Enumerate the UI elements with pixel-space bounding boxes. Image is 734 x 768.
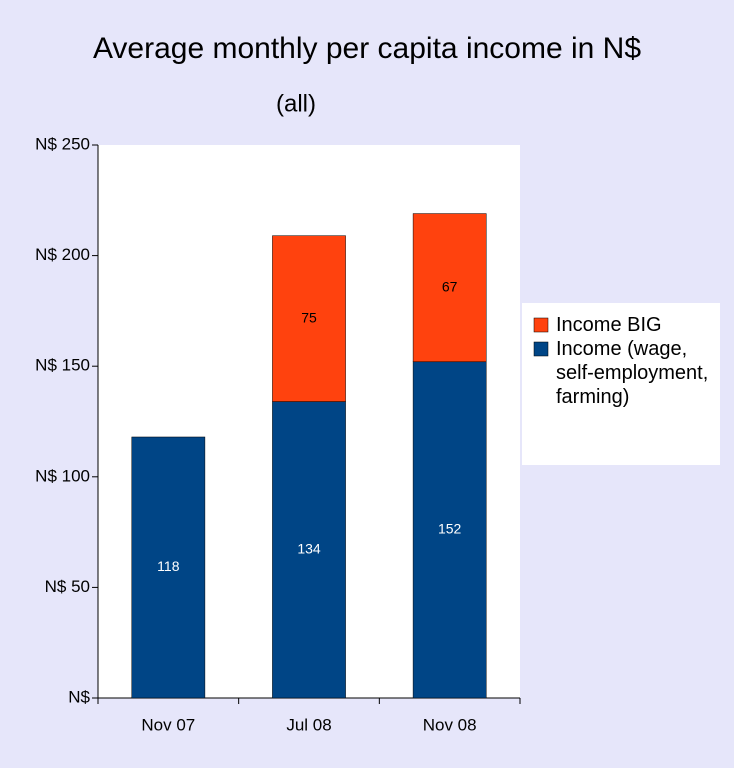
bar-segment	[412, 213, 487, 363]
data-label: 152	[438, 521, 462, 537]
x-tick-label: Jul 08	[286, 715, 331, 734]
data-label: 75	[301, 309, 317, 325]
data-label: 118	[157, 558, 180, 574]
bar-segment	[272, 235, 346, 402]
legend-box	[522, 303, 720, 465]
bar-segment	[131, 436, 206, 699]
bar-segment	[412, 361, 487, 699]
chart-subtitle: (all)	[276, 90, 316, 117]
chart-title: Average monthly per capita income in N$	[93, 32, 641, 65]
y-tick-label: N$ 150	[35, 356, 90, 375]
y-tick-label: N$ 200	[35, 245, 90, 264]
x-tick-label: Nov 08	[423, 715, 477, 734]
y-tick-label: N$ 50	[45, 577, 90, 596]
bar-segment	[272, 401, 346, 699]
y-tick-label: N$ 100	[35, 466, 90, 485]
legend-entry: Income BIG	[556, 314, 662, 336]
legend-label: Income BIG	[556, 314, 662, 336]
legend-swatch	[533, 317, 549, 333]
y-tick-label: N$	[68, 687, 90, 706]
legend-entry: Income (wage, self-employment, farming)	[556, 338, 709, 408]
x-tick-label: Nov 07	[141, 715, 195, 734]
legend-swatch	[533, 341, 549, 357]
legend-label: Income (wage, self-employment, farming)	[556, 338, 709, 408]
data-label: 67	[442, 278, 458, 294]
y-tick-label: N$ 250	[35, 134, 90, 153]
data-label: 134	[297, 540, 321, 556]
